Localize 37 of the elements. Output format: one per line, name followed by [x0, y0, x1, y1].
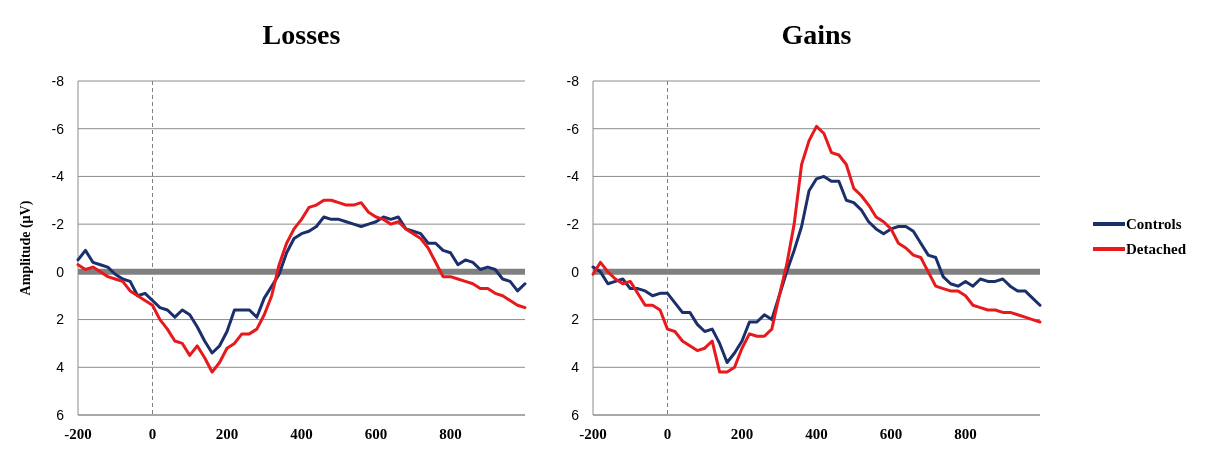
y-tick-label: -4	[51, 168, 65, 185]
y-axis-title: Amplitude (µV)	[18, 200, 34, 296]
y-tick-label: 6	[571, 406, 580, 423]
chart-title: Losses	[262, 19, 341, 50]
y-tick-label: -8	[566, 72, 580, 89]
y-tick-label: -2	[566, 216, 580, 233]
y-tick-label: -6	[51, 120, 65, 137]
chart-title: Gains	[781, 19, 852, 50]
y-tick-label: 2	[571, 311, 580, 328]
x-tick-label: 800	[954, 426, 977, 442]
x-tick-label: 0	[148, 426, 157, 442]
line-series	[76, 198, 527, 374]
y-tick-label: -4	[566, 168, 580, 185]
x-tick-label: 0	[663, 426, 672, 442]
x-tick-label: 800	[439, 426, 462, 442]
line-series	[591, 174, 1042, 365]
y-tick-label: -8	[51, 72, 65, 89]
y-tick-label: 0	[56, 263, 65, 280]
y-tick-label: 4	[56, 359, 65, 376]
legend-label: Controls	[1126, 216, 1182, 233]
y-tick-label: 2	[56, 311, 65, 328]
y-tick-label: -2	[51, 216, 65, 233]
y-tick-label: 6	[56, 406, 65, 423]
x-tick-label: 600	[364, 426, 388, 442]
line-series	[591, 124, 1042, 374]
legend-label: Detached	[1126, 241, 1187, 258]
line-series	[76, 215, 527, 355]
y-tick-label: -6	[566, 120, 580, 137]
x-tick-label: -200	[579, 426, 607, 442]
y-tick-label: 4	[571, 359, 580, 376]
x-tick-label: 200	[215, 426, 239, 442]
x-tick-label: 400	[290, 426, 313, 442]
x-tick-label: 200	[730, 426, 754, 442]
y-tick-label: 0	[571, 263, 580, 280]
x-tick-label: 400	[805, 426, 828, 442]
x-tick-label: -200	[64, 426, 92, 442]
x-tick-label: 600	[879, 426, 903, 442]
